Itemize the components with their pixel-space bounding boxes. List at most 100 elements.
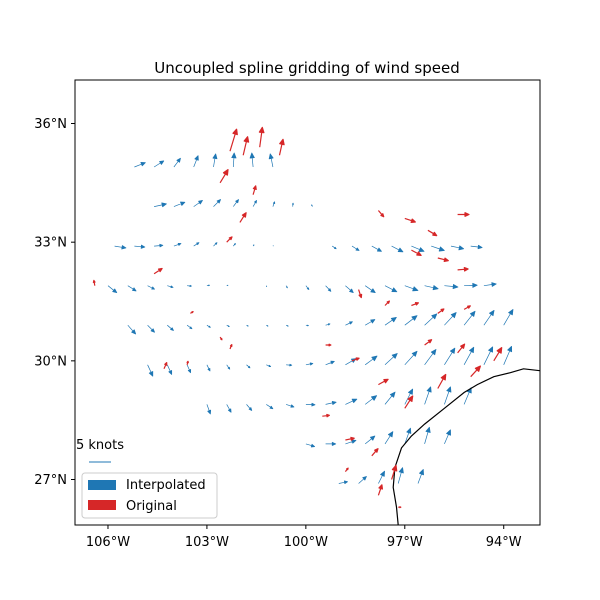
interpolated-vector [404, 285, 419, 292]
original-vector [226, 236, 233, 243]
interpolated-vector [384, 316, 397, 326]
interpolated-vector [305, 402, 316, 407]
interpolated-vector [384, 431, 394, 445]
interpolated-vector [305, 285, 310, 290]
interpolated-vector [444, 429, 451, 445]
interpolated-vector [206, 404, 212, 415]
x-tick-label: 100°W [284, 535, 328, 550]
original-vector [190, 311, 194, 314]
interpolated-vectors-layer [107, 152, 514, 485]
interpolated-vector [384, 353, 398, 366]
interpolated-vector [153, 160, 165, 168]
interpolated-vector [411, 245, 425, 252]
interpolated-vector [463, 310, 476, 326]
x-tick-label: 94°W [486, 535, 522, 550]
original-vector [322, 413, 330, 418]
x-tick-label: 103°W [185, 535, 229, 550]
original-vector [344, 467, 349, 472]
interpolated-vector [233, 243, 236, 247]
interpolated-vector [266, 404, 274, 410]
original-vector [457, 267, 469, 272]
interpolated-vector [173, 201, 186, 207]
interpolated-vector [193, 200, 203, 207]
interpolated-vector [305, 324, 309, 327]
interpolated-vector [365, 319, 376, 326]
interpolated-vector [305, 362, 314, 366]
interpolated-vector [345, 398, 358, 405]
interpolated-vector [325, 360, 335, 366]
interpolated-vector [285, 404, 295, 408]
interpolated-vector [206, 364, 211, 372]
original-vector [463, 305, 471, 310]
original-vector [437, 373, 447, 389]
interpolated-vector [351, 245, 360, 251]
interpolated-vector [417, 469, 424, 484]
interpolated-vector [444, 312, 457, 326]
interpolated-vector [311, 204, 313, 207]
interpolated-vector [503, 345, 513, 365]
interpolated-vector [167, 324, 174, 331]
interpolated-vector [114, 245, 127, 250]
interpolated-vector [332, 245, 337, 250]
interpolated-vector [206, 284, 210, 287]
interpolated-vector [444, 386, 452, 405]
original-vector [377, 484, 383, 496]
original-vector [278, 138, 285, 156]
interpolated-vector [424, 386, 432, 405]
interpolated-vector [444, 347, 456, 365]
interpolated-vector [266, 364, 272, 367]
interpolated-vector [226, 324, 230, 327]
interpolated-vector [424, 313, 438, 326]
interpolated-vector [249, 152, 255, 168]
original-vector [358, 289, 363, 299]
interpolated-vector [397, 467, 404, 484]
interpolated-vector [444, 284, 459, 290]
interpolated-vector [154, 202, 167, 208]
interpolated-vector [384, 391, 396, 405]
original-vector [153, 267, 163, 275]
interpolated-vector [134, 244, 146, 249]
coastline-layer [392, 368, 540, 525]
original-vector [470, 365, 481, 378]
y-axis: 27°N 30°N 33°N 36°N [34, 117, 75, 488]
interpolated-vector [483, 309, 495, 326]
interpolated-vector [345, 439, 357, 445]
interpolated-vector [252, 200, 257, 207]
interpolated-vector [134, 162, 146, 168]
interpolated-vector [325, 441, 337, 446]
original-vector [258, 126, 265, 148]
interpolated-vector [292, 202, 294, 207]
original-vector [239, 212, 247, 223]
original-vector [229, 128, 238, 152]
original-vector [437, 257, 449, 262]
interpolated-vector [483, 282, 497, 287]
interpolated-vector [246, 364, 251, 369]
interpolated-vector [127, 285, 137, 292]
interpolated-vector [464, 282, 478, 288]
original-vector [437, 308, 445, 314]
interpolated-vector [186, 324, 193, 330]
original-vector [378, 378, 389, 386]
interpolated-vector [246, 324, 249, 327]
interpolated-vector [371, 245, 382, 252]
y-tick-label: 33°N [34, 236, 67, 251]
interpolated-vector [173, 242, 182, 247]
interpolated-vector [226, 404, 232, 413]
original-vector [411, 302, 419, 307]
original-vector [345, 436, 355, 441]
interpolated-vector [127, 324, 137, 335]
interpolated-vector [364, 395, 378, 405]
original-vector [325, 343, 332, 347]
original-vector [457, 212, 470, 217]
interpolated-vector [272, 201, 276, 207]
original-vector [351, 357, 360, 362]
interpolated-vector [233, 199, 239, 207]
interpolated-vector [147, 364, 154, 377]
y-tick-label: 36°N [34, 117, 67, 132]
x-tick-label: 106°W [86, 535, 130, 550]
original-vector [424, 339, 433, 346]
interpolated-vector [107, 285, 118, 294]
original-vector [427, 229, 438, 237]
interpolated-vector [147, 285, 155, 290]
original-vector [219, 336, 223, 341]
